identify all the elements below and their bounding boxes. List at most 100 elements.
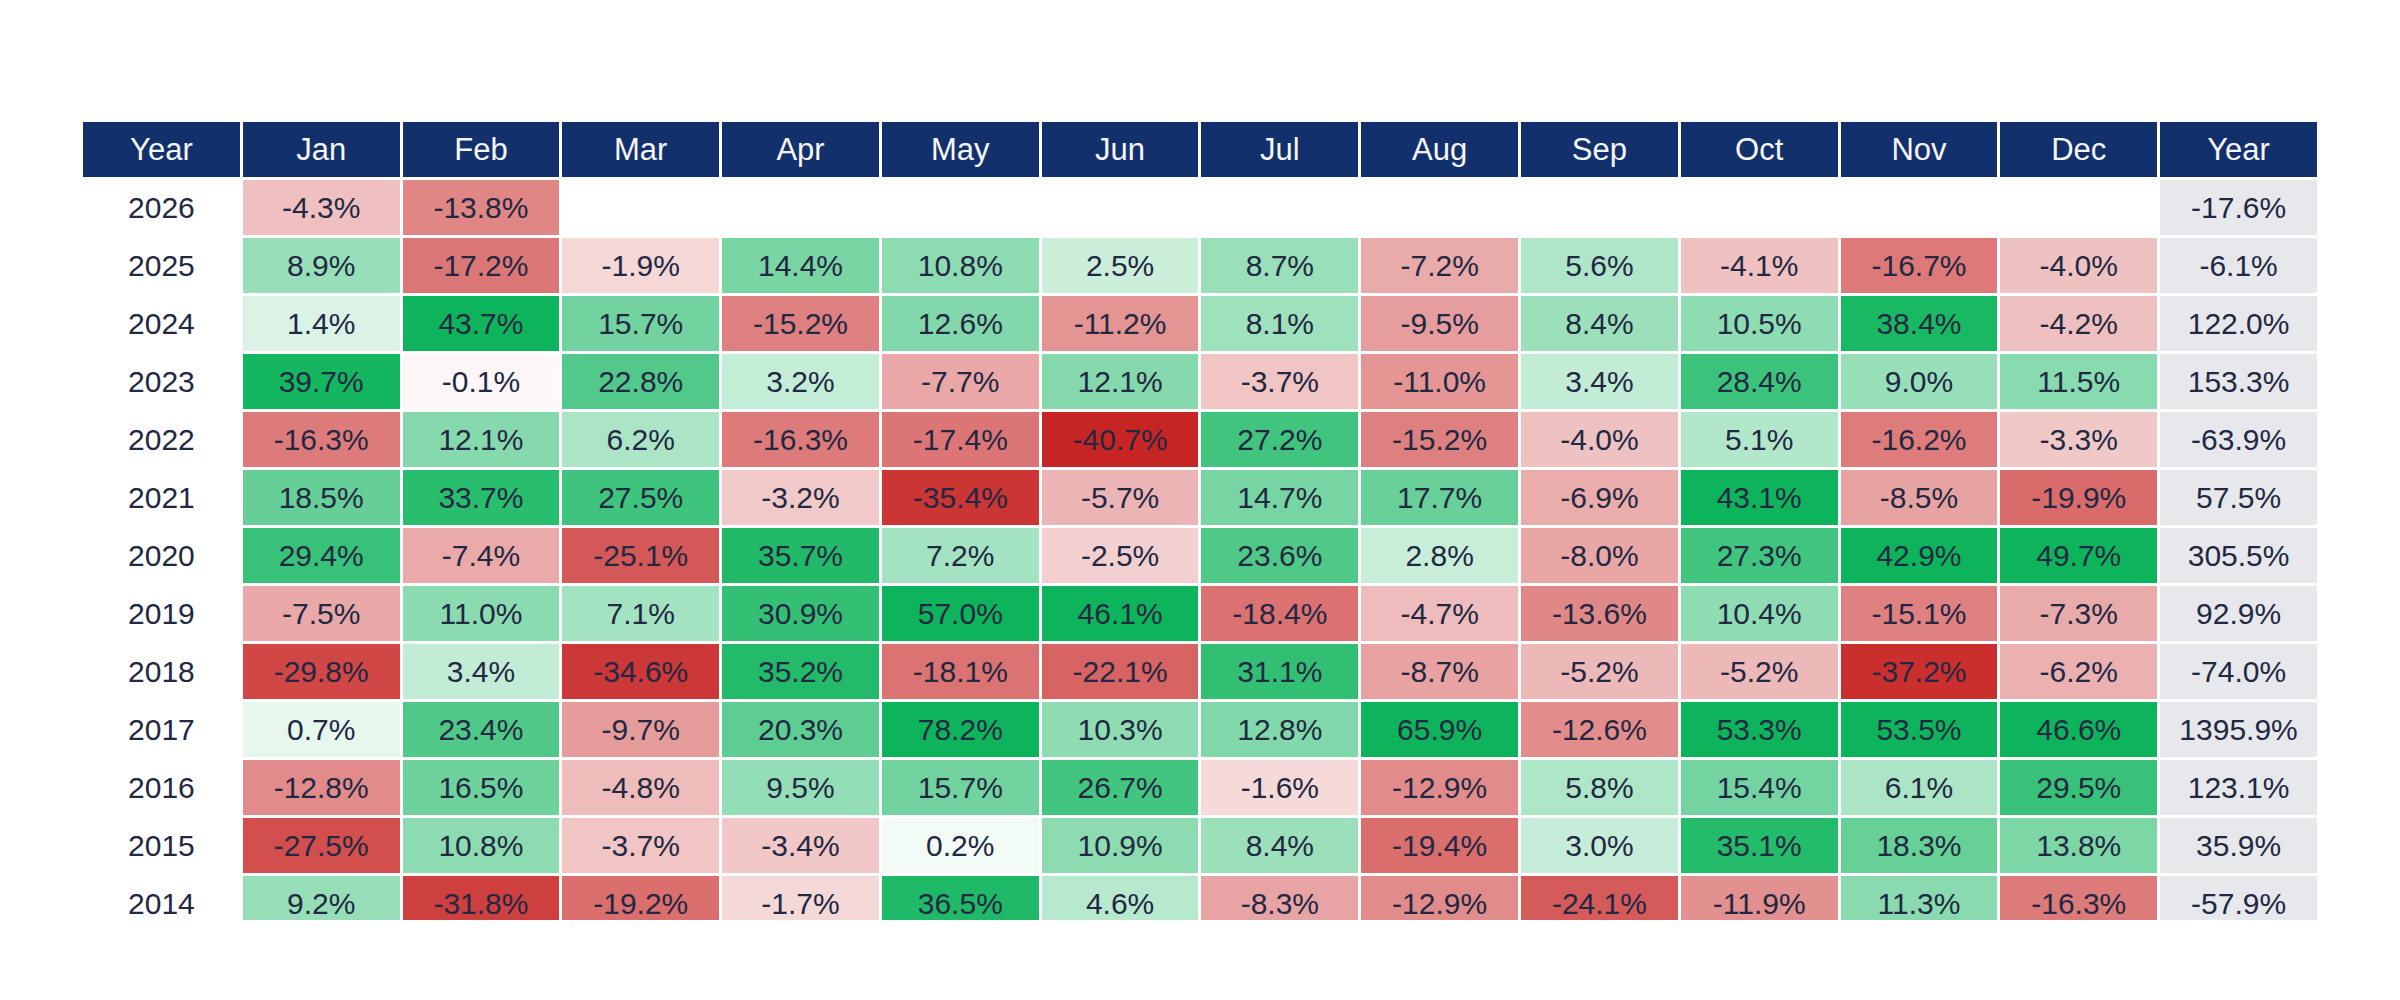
month-return-cell: 3.4%	[1521, 354, 1678, 409]
month-return-cell: -12.8%	[243, 760, 400, 815]
month-return-cell: 35.7%	[722, 528, 879, 583]
month-return-cell: 23.6%	[1201, 528, 1358, 583]
month-return-cell: 53.5%	[1841, 702, 1998, 757]
col-header-month: Oct	[1681, 122, 1838, 177]
year-cell: 2021	[83, 470, 240, 525]
col-header-year-left: Year	[83, 122, 240, 177]
month-return-cell: 2.8%	[1361, 528, 1518, 583]
eoy-return-cell: 305.5%	[2160, 528, 2317, 583]
month-return-cell: -13.6%	[1521, 586, 1678, 641]
table-row: 2018-29.8%3.4%-34.6%35.2%-18.1%-22.1%31.…	[83, 644, 2317, 699]
month-return-cell: -16.2%	[1841, 412, 1998, 467]
table-header-row: YearJanFebMarAprMayJunJulAugSepOctNovDec…	[83, 122, 2317, 177]
month-return-cell: -12.9%	[1361, 760, 1518, 815]
month-return-cell: 6.2%	[562, 412, 719, 467]
col-header-month: May	[882, 122, 1039, 177]
col-header-month: Aug	[1361, 122, 1518, 177]
month-return-cell: -34.6%	[562, 644, 719, 699]
month-return-cell: -3.2%	[722, 470, 879, 525]
month-return-cell: 29.5%	[2000, 760, 2157, 815]
table-row: 20241.4%43.7%15.7%-15.2%12.6%-11.2%8.1%-…	[83, 296, 2317, 351]
year-cell: 2018	[83, 644, 240, 699]
month-return-cell: -40.7%	[1042, 412, 1199, 467]
year-cell: 2017	[83, 702, 240, 757]
month-return-cell: 0.7%	[243, 702, 400, 757]
month-return-cell: -1.6%	[1201, 760, 1358, 815]
month-return-cell: 27.5%	[562, 470, 719, 525]
month-return-cell: 43.7%	[403, 296, 560, 351]
month-return-cell: 11.5%	[2000, 354, 2157, 409]
month-return-cell: 46.6%	[2000, 702, 2157, 757]
month-return-cell: -29.8%	[243, 644, 400, 699]
month-return-cell: -4.0%	[2000, 238, 2157, 293]
month-return-cell: 49.7%	[2000, 528, 2157, 583]
month-return-cell: 46.1%	[1042, 586, 1199, 641]
month-return-cell: -11.2%	[1042, 296, 1199, 351]
month-return-cell: -3.4%	[722, 818, 879, 873]
month-return-cell: 35.2%	[722, 644, 879, 699]
year-cell: 2014	[83, 876, 240, 920]
empty-month-cell	[882, 180, 1039, 235]
eoy-return-cell: -17.6%	[2160, 180, 2317, 235]
month-return-cell: 10.9%	[1042, 818, 1199, 873]
eoy-return-cell: -63.9%	[2160, 412, 2317, 467]
month-return-cell: 8.4%	[1201, 818, 1358, 873]
empty-month-cell	[1201, 180, 1358, 235]
month-return-cell: 8.7%	[1201, 238, 1358, 293]
month-return-cell: 10.8%	[403, 818, 560, 873]
year-cell: 2024	[83, 296, 240, 351]
col-header-month: Sep	[1521, 122, 1678, 177]
eoy-return-cell: 1395.9%	[2160, 702, 2317, 757]
month-return-cell: 15.7%	[882, 760, 1039, 815]
table-row: 2022-16.3%12.1%6.2%-16.3%-17.4%-40.7%27.…	[83, 412, 2317, 467]
month-return-cell: 39.7%	[243, 354, 400, 409]
month-return-cell: 15.4%	[1681, 760, 1838, 815]
month-return-cell: 8.4%	[1521, 296, 1678, 351]
month-return-cell: -5.2%	[1681, 644, 1838, 699]
col-header-month: Jul	[1201, 122, 1358, 177]
month-return-cell: -19.2%	[562, 876, 719, 920]
month-return-cell: -18.4%	[1201, 586, 1358, 641]
month-return-cell: 15.7%	[562, 296, 719, 351]
month-return-cell: 78.2%	[882, 702, 1039, 757]
month-return-cell: 31.1%	[1201, 644, 1358, 699]
month-return-cell: 0.2%	[882, 818, 1039, 873]
col-header-month: Apr	[722, 122, 879, 177]
month-return-cell: 10.3%	[1042, 702, 1199, 757]
month-return-cell: -11.9%	[1681, 876, 1838, 920]
month-return-cell: -9.5%	[1361, 296, 1518, 351]
month-return-cell: 65.9%	[1361, 702, 1518, 757]
month-return-cell: -8.7%	[1361, 644, 1518, 699]
month-return-cell: 13.8%	[2000, 818, 2157, 873]
month-return-cell: -3.3%	[2000, 412, 2157, 467]
month-return-cell: 27.2%	[1201, 412, 1358, 467]
month-return-cell: -19.9%	[2000, 470, 2157, 525]
col-header-month: Dec	[2000, 122, 2157, 177]
month-return-cell: 8.1%	[1201, 296, 1358, 351]
month-return-cell: -8.5%	[1841, 470, 1998, 525]
month-return-cell: 14.7%	[1201, 470, 1358, 525]
year-cell: 2022	[83, 412, 240, 467]
empty-month-cell	[2000, 180, 2157, 235]
month-return-cell: 11.3%	[1841, 876, 1998, 920]
eoy-return-cell: 35.9%	[2160, 818, 2317, 873]
month-return-cell: -15.2%	[722, 296, 879, 351]
month-return-cell: 7.2%	[882, 528, 1039, 583]
month-return-cell: 23.4%	[403, 702, 560, 757]
month-return-cell: 12.1%	[1042, 354, 1199, 409]
table-row: 2026-4.3%-13.8%-17.6%	[83, 180, 2317, 235]
month-return-cell: 12.1%	[403, 412, 560, 467]
month-return-cell: 18.5%	[243, 470, 400, 525]
month-return-cell: -19.4%	[1361, 818, 1518, 873]
month-return-cell: -2.5%	[1042, 528, 1199, 583]
month-return-cell: -25.1%	[562, 528, 719, 583]
month-return-cell: -24.1%	[1521, 876, 1678, 920]
month-return-cell: -16.7%	[1841, 238, 1998, 293]
month-return-cell: -12.9%	[1361, 876, 1518, 920]
empty-month-cell	[562, 180, 719, 235]
month-return-cell: 22.8%	[562, 354, 719, 409]
year-cell: 2023	[83, 354, 240, 409]
col-header-month: Nov	[1841, 122, 1998, 177]
month-return-cell: 6.1%	[1841, 760, 1998, 815]
col-header-month: Jun	[1042, 122, 1199, 177]
